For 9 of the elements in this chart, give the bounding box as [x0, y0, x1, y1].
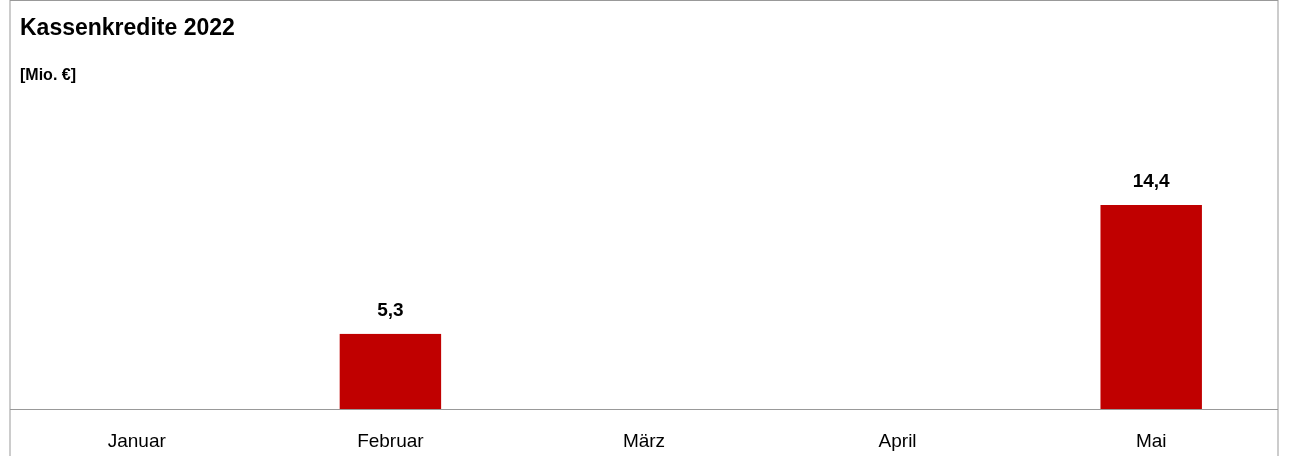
x-tick-label: April: [878, 430, 917, 451]
x-tick-label: März: [622, 430, 666, 451]
x-tick-label: Januar: [107, 430, 167, 451]
chart-subtitle: [Mio. €]: [20, 66, 76, 83]
x-tick-label: Mai: [1135, 430, 1167, 451]
data-label: 5,3: [377, 298, 404, 320]
data-label: 14,4: [1132, 170, 1171, 191]
chart-title: Kassenkredite 2022: [20, 14, 235, 40]
x-tick-label: Februar: [357, 430, 425, 451]
